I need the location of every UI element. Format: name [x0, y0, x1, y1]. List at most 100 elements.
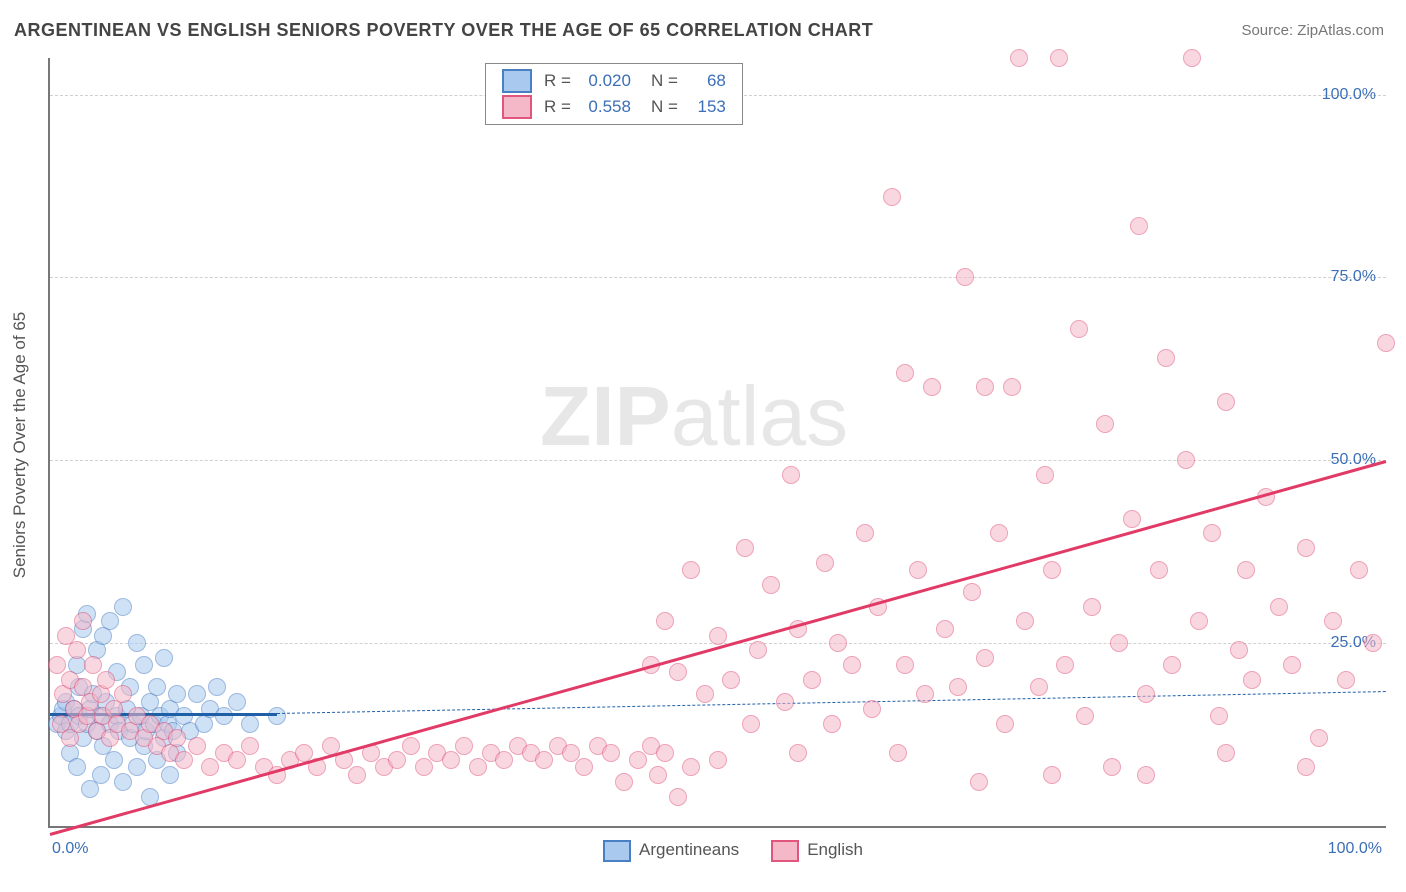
- data-point: [241, 715, 259, 733]
- data-point: [168, 685, 186, 703]
- data-point: [201, 758, 219, 776]
- data-point: [1210, 707, 1228, 725]
- data-point: [976, 649, 994, 667]
- data-point: [455, 737, 473, 755]
- data-point: [1183, 49, 1201, 67]
- data-point: [1203, 524, 1221, 542]
- data-point: [1283, 656, 1301, 674]
- data-point: [1150, 561, 1168, 579]
- legend-n-label: N =: [637, 68, 684, 94]
- data-point: [1130, 217, 1148, 235]
- data-point: [1364, 634, 1382, 652]
- data-point: [816, 554, 834, 572]
- data-point: [1270, 598, 1288, 616]
- data-point: [1350, 561, 1368, 579]
- data-point: [996, 715, 1014, 733]
- data-point: [1096, 415, 1114, 433]
- data-point: [161, 766, 179, 784]
- data-point: [1190, 612, 1208, 630]
- legend-swatch: [603, 840, 631, 862]
- data-point: [1337, 671, 1355, 689]
- chart-container: ARGENTINEAN VS ENGLISH SENIORS POVERTY O…: [0, 0, 1406, 892]
- data-point: [1230, 641, 1248, 659]
- legend-swatch: [771, 840, 799, 862]
- data-point: [896, 364, 914, 382]
- data-point: [114, 598, 132, 616]
- gridline: [50, 277, 1386, 278]
- data-point: [495, 751, 513, 769]
- data-point: [889, 744, 907, 762]
- data-point: [936, 620, 954, 638]
- data-point: [1137, 685, 1155, 703]
- correlation-legend: R =0.020N =68R =0.558N =153: [485, 63, 743, 125]
- series-legend: Argentineans English: [603, 840, 895, 862]
- data-point: [856, 524, 874, 542]
- data-point: [215, 707, 233, 725]
- data-point: [803, 671, 821, 689]
- legend-series-name: English: [807, 840, 863, 859]
- data-point: [656, 744, 674, 762]
- data-point: [175, 751, 193, 769]
- data-point: [949, 678, 967, 696]
- data-point: [722, 671, 740, 689]
- data-point: [114, 685, 132, 703]
- data-point: [990, 524, 1008, 542]
- data-point: [1110, 634, 1128, 652]
- data-point: [128, 758, 146, 776]
- data-point: [155, 649, 173, 667]
- data-point: [228, 751, 246, 769]
- data-point: [1137, 766, 1155, 784]
- data-point: [469, 758, 487, 776]
- data-point: [268, 707, 286, 725]
- data-point: [1377, 334, 1395, 352]
- data-point: [736, 539, 754, 557]
- data-point: [776, 693, 794, 711]
- legend-series-name: Argentineans: [639, 840, 739, 859]
- data-point: [105, 751, 123, 769]
- data-point: [1056, 656, 1074, 674]
- data-point: [114, 773, 132, 791]
- data-point: [1070, 320, 1088, 338]
- watermark: ZIPatlas: [540, 368, 848, 465]
- source-attribution: Source: ZipAtlas.com: [1241, 22, 1384, 39]
- data-point: [1036, 466, 1054, 484]
- legend-n-value: 68: [684, 68, 732, 94]
- data-point: [562, 744, 580, 762]
- data-point: [696, 685, 714, 703]
- data-point: [682, 758, 700, 776]
- data-point: [656, 612, 674, 630]
- data-point: [1243, 671, 1261, 689]
- legend-n-value: 153: [684, 94, 732, 120]
- plot-area: ZIPatlas 25.0%50.0%75.0%100.0%: [48, 58, 1386, 828]
- data-point: [909, 561, 927, 579]
- data-point: [1043, 766, 1061, 784]
- x-axis-max-label: 100.0%: [1328, 840, 1382, 858]
- data-point: [1217, 393, 1235, 411]
- data-point: [602, 744, 620, 762]
- data-point: [615, 773, 633, 791]
- data-point: [241, 737, 259, 755]
- data-point: [1016, 612, 1034, 630]
- data-point: [74, 612, 92, 630]
- data-point: [649, 766, 667, 784]
- data-point: [629, 751, 647, 769]
- trend-line: [50, 460, 1387, 836]
- data-point: [1163, 656, 1181, 674]
- data-point: [535, 751, 553, 769]
- legend-r-value: 0.558: [577, 94, 637, 120]
- data-point: [1003, 378, 1021, 396]
- data-point: [709, 751, 727, 769]
- data-point: [168, 729, 186, 747]
- data-point: [742, 715, 760, 733]
- data-point: [1103, 758, 1121, 776]
- data-point: [1237, 561, 1255, 579]
- data-point: [863, 700, 881, 718]
- legend-swatch: [502, 95, 532, 119]
- data-point: [956, 268, 974, 286]
- data-point: [976, 378, 994, 396]
- y-axis-label: Seniors Poverty Over the Age of 65: [10, 312, 30, 578]
- data-point: [1123, 510, 1141, 528]
- data-point: [1030, 678, 1048, 696]
- data-point: [709, 627, 727, 645]
- data-point: [208, 678, 226, 696]
